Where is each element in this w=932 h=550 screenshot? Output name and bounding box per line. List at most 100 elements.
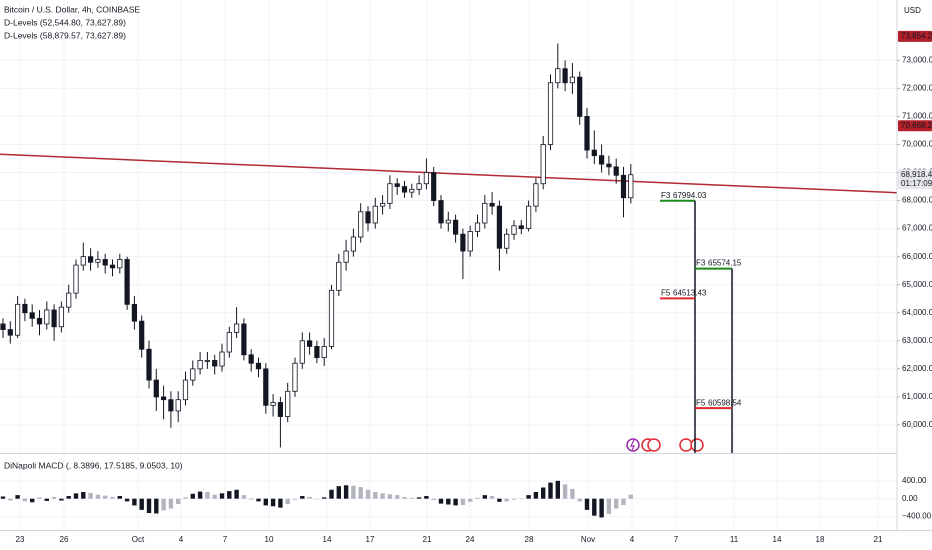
macd-bar bbox=[300, 496, 305, 499]
candle-body bbox=[270, 402, 276, 406]
candle-body bbox=[321, 346, 327, 359]
macd-bar bbox=[387, 494, 393, 499]
y-tick-label: 62,000.00 bbox=[902, 364, 932, 373]
macd-bar bbox=[402, 496, 407, 499]
macd-bar bbox=[219, 493, 225, 499]
macd-bar bbox=[241, 495, 247, 499]
event-icon[interactable] bbox=[690, 438, 704, 452]
y-tick-label: 73,000.00 bbox=[902, 55, 932, 64]
macd-bar bbox=[358, 487, 363, 499]
candle-body bbox=[401, 186, 408, 193]
candle-body bbox=[160, 396, 167, 401]
candle-body bbox=[372, 205, 378, 224]
indicator-label: D-Levels (58,879.57, 73,627.89) bbox=[4, 30, 126, 40]
candle-body bbox=[131, 303, 137, 322]
y-tick-label: 64,000.00 bbox=[902, 308, 932, 317]
macd-bar bbox=[606, 498, 612, 514]
candle-body bbox=[613, 166, 619, 176]
candle-body bbox=[124, 259, 130, 305]
macd-bar bbox=[438, 498, 444, 504]
x-tick-label: 14 bbox=[323, 535, 332, 544]
macd-bar bbox=[343, 485, 349, 499]
x-tick-label: 24 bbox=[466, 535, 475, 544]
macd-bar bbox=[570, 488, 575, 499]
macd-bar bbox=[395, 495, 400, 499]
price-marker bbox=[898, 30, 932, 42]
candle-body bbox=[577, 76, 583, 117]
event-icon[interactable] bbox=[679, 438, 693, 452]
macd-bar bbox=[307, 496, 312, 499]
candle-body bbox=[314, 346, 320, 359]
macd-bar bbox=[555, 480, 560, 499]
x-tick-label: 28 bbox=[525, 535, 534, 544]
x-tick-label: 4 bbox=[630, 535, 635, 544]
macd-bar bbox=[373, 492, 378, 499]
candle-body bbox=[263, 368, 269, 406]
macd-bar bbox=[117, 496, 122, 499]
event-icon[interactable] bbox=[647, 438, 661, 452]
macd-bar bbox=[285, 498, 290, 505]
macd-bar bbox=[168, 498, 174, 509]
y-tick-label: 61,000.00 bbox=[902, 392, 932, 401]
candle-body bbox=[584, 116, 590, 151]
macd-bar bbox=[270, 498, 276, 507]
candle-body bbox=[409, 188, 415, 193]
candle-body bbox=[233, 323, 240, 333]
macd-bar bbox=[30, 498, 35, 503]
macd-bar bbox=[584, 498, 590, 510]
x-tick-label: 18 bbox=[816, 535, 825, 544]
macd-bar bbox=[497, 498, 502, 502]
x-tick-label: 14 bbox=[773, 535, 782, 544]
y-tick-label: 72,000.00 bbox=[902, 83, 932, 92]
candle-body bbox=[117, 259, 123, 269]
candle-body bbox=[175, 399, 181, 412]
candle-body bbox=[0, 323, 6, 330]
macd-bar bbox=[541, 487, 546, 499]
candle-body bbox=[482, 202, 488, 224]
macd-bar bbox=[139, 498, 144, 510]
candle-body bbox=[423, 172, 430, 185]
price-marker bbox=[898, 120, 932, 132]
candle-body bbox=[379, 202, 386, 207]
candle-body bbox=[95, 259, 101, 263]
x-tick-label: 23 bbox=[16, 535, 25, 544]
y-tick-label: 63,000.00 bbox=[902, 336, 932, 345]
macd-bar bbox=[526, 495, 531, 499]
macd-bar bbox=[15, 495, 20, 499]
candle-body bbox=[299, 340, 305, 364]
candle-body bbox=[387, 183, 393, 204]
candle-body bbox=[474, 222, 481, 232]
candle-body bbox=[182, 379, 189, 401]
candle-body bbox=[599, 155, 605, 165]
macd-bar bbox=[424, 496, 429, 499]
candle-body bbox=[533, 183, 539, 207]
macd-bar bbox=[292, 498, 298, 500]
candle-body bbox=[190, 368, 196, 381]
candle-body bbox=[336, 261, 342, 291]
macd-bar bbox=[146, 498, 152, 514]
y-tick-label: 71,000.00 bbox=[902, 112, 932, 121]
candle-body bbox=[511, 225, 517, 235]
chart-title: Bitcoin / U.S. Dollar, 4h, COINBASE bbox=[4, 4, 140, 14]
macd-bar bbox=[475, 497, 480, 499]
macd-bar bbox=[110, 496, 115, 499]
macd-bar bbox=[599, 498, 604, 518]
currency-label[interactable]: USD bbox=[904, 6, 921, 15]
macd-bar bbox=[66, 496, 71, 499]
candle-body bbox=[14, 303, 21, 336]
x-tick-label: 26 bbox=[60, 535, 69, 544]
macd-bar bbox=[460, 498, 466, 505]
y-tick-label: 68,000.00 bbox=[902, 196, 932, 205]
candle-body bbox=[620, 174, 627, 199]
macd-bar bbox=[489, 496, 495, 499]
candle-body bbox=[22, 303, 28, 314]
event-icons[interactable] bbox=[626, 438, 704, 452]
candle-body bbox=[452, 219, 459, 235]
x-tick-label: 4 bbox=[179, 535, 184, 544]
level-name: F3 bbox=[696, 259, 706, 268]
event-icon[interactable] bbox=[626, 438, 640, 452]
candle-body bbox=[109, 264, 116, 269]
candle-body bbox=[591, 149, 597, 157]
macd-bar bbox=[519, 498, 524, 499]
